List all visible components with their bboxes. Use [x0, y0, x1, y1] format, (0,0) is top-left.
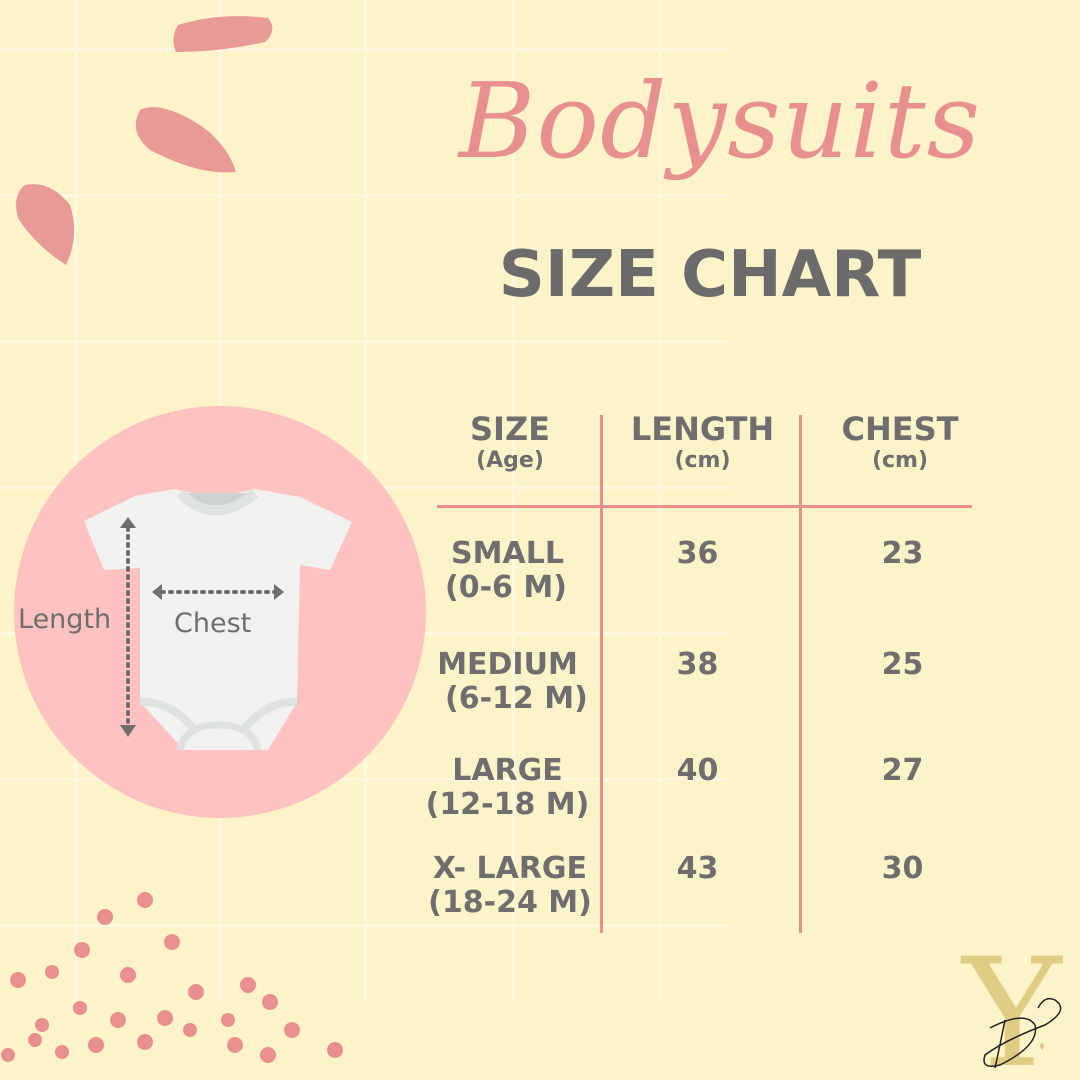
decorative-dot [35, 1018, 49, 1032]
decorative-dot [55, 1045, 69, 1059]
decorative-dot [1, 1048, 15, 1062]
length-cell: 43 [676, 851, 719, 886]
chest-label: Chest [174, 608, 252, 639]
chest-cell: 27 [881, 753, 924, 788]
decorative-dot [97, 909, 113, 925]
bodysuit-icon [84, 489, 352, 752]
age-cell: (12-18 M) [425, 787, 590, 822]
size-cell: LARGE [452, 753, 563, 788]
decorative-dot [183, 1023, 197, 1037]
decorative-dot [284, 1022, 300, 1038]
decorative-dot [240, 977, 256, 993]
decorative-dot [164, 934, 180, 950]
page-subtitle: SIZE CHART [498, 238, 922, 312]
decorative-dot [137, 892, 153, 908]
brand-logo: Y [960, 950, 1063, 1075]
chest-cell: 30 [881, 851, 924, 886]
dots-decoration [1, 892, 343, 1063]
size-cell: SMALL [451, 536, 564, 571]
chest-cell: 23 [881, 536, 924, 571]
size-cell: MEDIUM [437, 647, 578, 682]
svg-text:Y: Y [960, 950, 1063, 1075]
decorative-dot [221, 1013, 235, 1027]
length-cell: 40 [676, 753, 719, 788]
header-length: LENGTH (cm) [630, 410, 775, 473]
decorative-dot [45, 965, 59, 979]
age-cell: (0-6 M) [445, 570, 567, 605]
length-label: Length [18, 604, 112, 635]
decorative-dot [110, 1012, 126, 1028]
size-cell: X- LARGE [432, 851, 588, 886]
decorative-dot [120, 967, 136, 983]
decorative-dot [260, 1047, 276, 1063]
decorative-dot [227, 1037, 243, 1053]
decorative-dot [88, 1037, 104, 1053]
length-cell: 38 [676, 647, 719, 682]
decorative-dot [74, 942, 90, 958]
decorative-dot [327, 1042, 343, 1058]
decorative-dot [10, 972, 26, 988]
decorative-dot [137, 1034, 153, 1050]
length-cell: 36 [676, 536, 719, 571]
petals-decoration [16, 16, 273, 265]
page-title: Bodysuits [458, 60, 982, 182]
age-cell: (6-12 M) [445, 681, 588, 716]
decorative-dot [188, 984, 204, 1000]
decorative-dot [262, 994, 278, 1010]
decorative-dot [73, 1001, 87, 1015]
decorative-dot [28, 1033, 42, 1047]
header-chest: CHEST (cm) [841, 410, 959, 473]
age-cell: (18-24 M) [428, 885, 592, 920]
chest-cell: 25 [881, 647, 924, 682]
header-size: SIZE (Age) [469, 410, 550, 473]
decorative-dot [157, 1010, 173, 1026]
